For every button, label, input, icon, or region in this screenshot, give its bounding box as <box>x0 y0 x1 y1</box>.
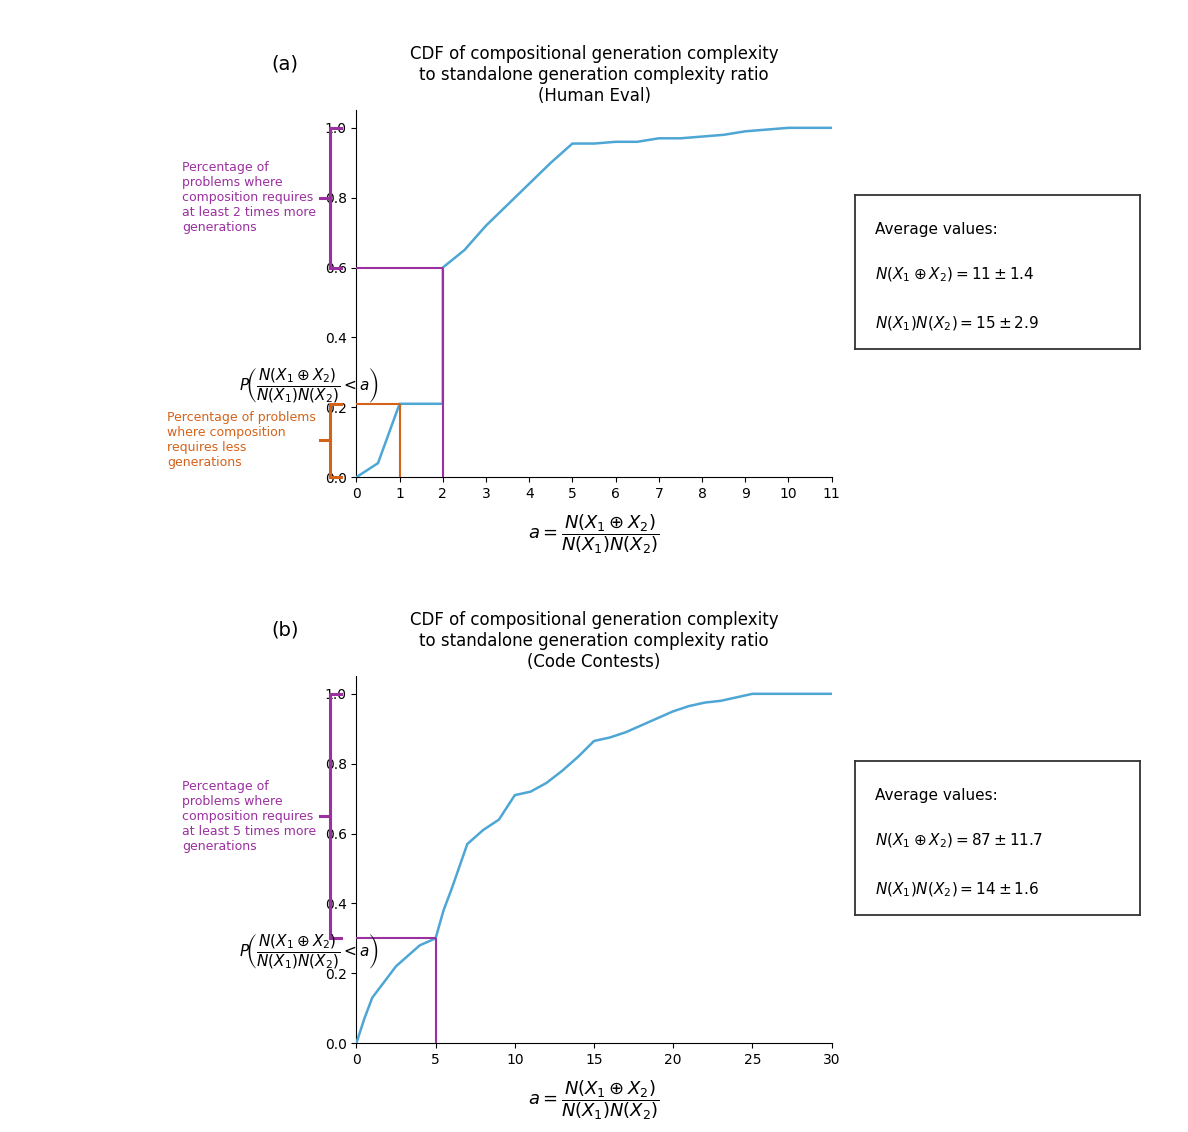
Text: Percentage of
problems where
composition requires
at least 2 times more
generati: Percentage of problems where composition… <box>182 161 316 234</box>
X-axis label: $a = \dfrac{N(X_1 \oplus X_2)}{N(X_1)N(X_2)}$: $a = \dfrac{N(X_1 \oplus X_2)}{N(X_1)N(X… <box>529 1078 659 1122</box>
Text: (b): (b) <box>271 620 299 640</box>
Text: Average values:: Average values: <box>876 223 998 238</box>
Text: $N(X_1)N(X_2) = 14 \pm 1.6$: $N(X_1)N(X_2) = 14 \pm 1.6$ <box>876 881 1040 899</box>
Text: $P\!\left(\dfrac{N(X_1 \oplus X_2)}{N(X_1)N(X_2)} < a\right)$: $P\!\left(\dfrac{N(X_1 \oplus X_2)}{N(X_… <box>239 933 379 970</box>
Text: Percentage of problems
where composition
requires less
generations: Percentage of problems where composition… <box>168 411 316 470</box>
Text: $N(X_1)N(X_2) = 15 \pm 2.9$: $N(X_1)N(X_2) = 15 \pm 2.9$ <box>876 315 1040 333</box>
Text: $P\!\left(\dfrac{N(X_1 \oplus X_2)}{N(X_1)N(X_2)} < a\right)$: $P\!\left(\dfrac{N(X_1 \oplus X_2)}{N(X_… <box>239 367 379 404</box>
Text: $N(X_1 \oplus X_2) = 11 \pm 1.4$: $N(X_1 \oplus X_2) = 11 \pm 1.4$ <box>876 266 1035 284</box>
Text: CDF of compositional generation complexity
to standalone generation complexity r: CDF of compositional generation complexi… <box>410 45 778 105</box>
Text: (a): (a) <box>272 54 298 74</box>
Text: $N(X_1 \oplus X_2) = 87 \pm 11.7$: $N(X_1 \oplus X_2) = 87 \pm 11.7$ <box>876 832 1043 850</box>
Text: Average values:: Average values: <box>876 789 998 804</box>
Text: CDF of compositional generation complexity
to standalone generation complexity r: CDF of compositional generation complexi… <box>410 611 778 671</box>
Text: Percentage of
problems where
composition requires
at least 5 times more
generati: Percentage of problems where composition… <box>182 780 316 852</box>
X-axis label: $a = \dfrac{N(X_1 \oplus X_2)}{N(X_1)N(X_2)}$: $a = \dfrac{N(X_1 \oplus X_2)}{N(X_1)N(X… <box>529 512 659 556</box>
